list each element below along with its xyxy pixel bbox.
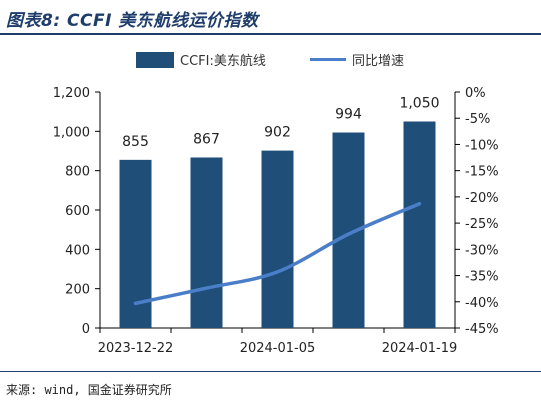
y-right-tick-label: 0%	[465, 86, 486, 101]
y-left-tick-label: 1,000	[53, 125, 90, 140]
y-left-tick-label: 0	[82, 322, 90, 337]
chart-svg: 0 200 400 600 800 1,000 1,200 0% -5% -10% -15% -20%…	[53, 86, 499, 356]
y-left-tick-label: 1,200	[53, 86, 90, 101]
y-right-tick-label: -45%	[465, 322, 499, 337]
legend-line-swatch	[310, 58, 346, 61]
y-right-tick-label: -10%	[465, 138, 499, 153]
x-tick-label: 2024-01-19	[382, 341, 458, 356]
x-tick-label: 2023-12-22	[98, 341, 174, 356]
y-left-tick-label: 200	[65, 283, 90, 298]
y-left-tick-label: 400	[65, 243, 90, 258]
source-note: 来源: wind, 国金证券研究所	[6, 383, 172, 397]
bar	[190, 157, 223, 328]
bar	[261, 150, 294, 328]
bar-data-label: 867	[193, 131, 220, 147]
legend-bar-label: CCFI:美东航线	[180, 54, 266, 69]
title-bar: 图表8: CCFI 美东航线运价指数	[0, 0, 541, 32]
y-right-tick-label: -35%	[465, 270, 499, 285]
bar-data-label: 855	[122, 134, 149, 150]
y-right-tick-label: -25%	[465, 217, 499, 232]
chart-area: 0 200 400 600 800 1,000 1,200 0% -5% -10% -15% -20%…	[0, 72, 541, 368]
legend: CCFI:美东航线 同比增速	[0, 44, 541, 72]
legend-line-label: 同比增速	[352, 54, 405, 69]
footer-divider	[0, 371, 541, 372]
bar	[403, 121, 436, 328]
legend-bar-swatch	[136, 51, 174, 68]
y-right-tick-label: -5%	[465, 112, 490, 127]
y-right-tick-label: -40%	[465, 296, 499, 311]
bar-data-label: 902	[264, 125, 291, 141]
title-divider	[0, 33, 541, 35]
y-right-tick-label: -20%	[465, 191, 499, 206]
chart-title: 图表8: CCFI 美东航线运价指数	[6, 11, 259, 31]
legend-item-bar: CCFI:美东航线	[136, 50, 266, 69]
x-tick-label: 2024-01-05	[240, 341, 316, 356]
bar-data-label: 1,050	[399, 96, 439, 112]
y-left-tick-label: 800	[65, 165, 90, 180]
y-right-tick-label: -15%	[465, 165, 499, 180]
bar-data-label: 994	[335, 107, 362, 123]
y-right-tick-label: -30%	[465, 243, 499, 258]
legend-item-line: 同比增速	[310, 50, 404, 69]
y-left-tick-label: 600	[65, 204, 90, 219]
